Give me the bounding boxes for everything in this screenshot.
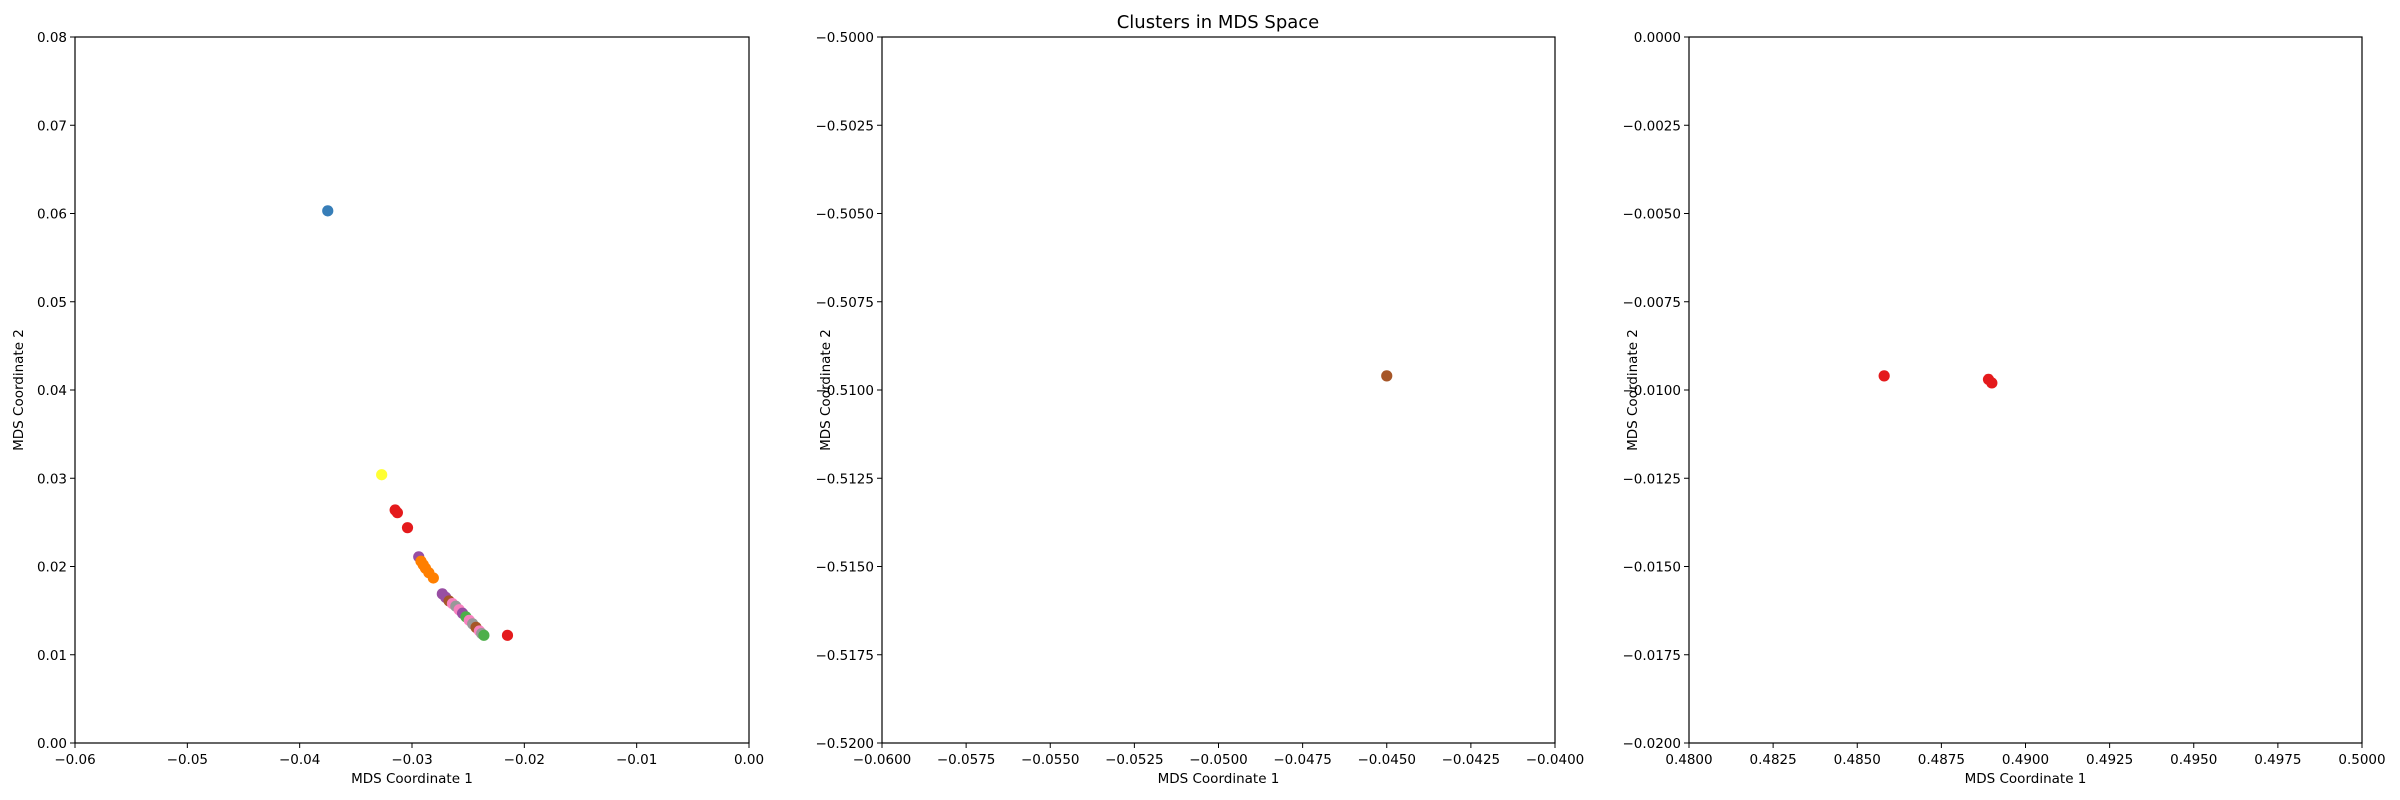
y-axis-label: MDS Coordinate 2 [818, 329, 834, 451]
x-tick-label: 0.4900 [2002, 752, 2049, 768]
x-tick-label: −0.0400 [1526, 752, 1585, 768]
y-tick-label: −0.0200 [1622, 736, 1681, 752]
x-tick-label: −0.02 [504, 752, 545, 768]
data-point [376, 469, 388, 481]
y-tick-label: −0.5200 [815, 736, 874, 752]
y-tick-label: 0.08 [37, 30, 67, 46]
x-tick-label: 0.4800 [1665, 752, 1712, 768]
x-tick-label: −0.06 [54, 752, 95, 768]
y-tick-label: −0.0025 [1622, 118, 1681, 134]
y-tick-label: −0.5075 [815, 295, 874, 311]
y-tick-label: 0.01 [37, 648, 67, 664]
y-tick-label: −0.5175 [815, 648, 874, 664]
x-tick-label: −0.0600 [853, 752, 912, 768]
data-point [1878, 370, 1890, 382]
x-tick-label: −0.05 [167, 752, 208, 768]
y-tick-label: −0.5150 [815, 560, 874, 576]
axes-frame [1688, 36, 2363, 744]
data-point [401, 522, 414, 534]
y-tick-label: 0.02 [37, 560, 67, 576]
y-tick-label: 0.03 [37, 471, 67, 487]
x-tick-label: −0.04 [279, 752, 320, 768]
subplots: −0.06 −0.05 −0.04 −0.03 −0.02 −0.01 0.00 0.00 0.… [11, 30, 2386, 787]
x-axis-label: MDS Coordinate 1 [1965, 771, 2087, 787]
x-tick-label: 0.4950 [2170, 752, 2217, 768]
y-tick-label: 0.06 [37, 207, 67, 223]
data-point [1986, 377, 1998, 389]
axes-frame [881, 36, 1556, 744]
x-tick-label: −0.0450 [1357, 752, 1416, 768]
x-tick-label: 0.4850 [1834, 752, 1881, 768]
x-tick-label: −0.0475 [1273, 752, 1332, 768]
y-tick-label: −0.5000 [815, 30, 874, 46]
y-tick-label: −0.0100 [1622, 383, 1681, 399]
x-tick-label: 0.4975 [2254, 752, 2301, 768]
data-point [427, 572, 439, 584]
y-tick-label: −0.0075 [1622, 295, 1681, 311]
y-tick-label: −0.5025 [815, 118, 874, 134]
x-tick-label: 0.4925 [2086, 752, 2133, 768]
subplot-1: −0.06 −0.05 −0.04 −0.03 −0.02 −0.01 0.00 0.00 0.… [11, 30, 764, 787]
y-tick-label: −0.0150 [1622, 560, 1681, 576]
y-tick-label: 0.0000 [1634, 30, 1681, 46]
y-tick-label: 0.04 [37, 383, 67, 399]
y-tick-label: 0.05 [37, 295, 67, 311]
data-point [501, 629, 514, 641]
data-point [391, 507, 403, 519]
x-tick-label: −0.0425 [1442, 752, 1501, 768]
subplot-3: 0.4800 0.4825 0.4850 0.4875 0.4900 0.4925 0.49… [1622, 30, 2385, 787]
y-tick-label: −0.5100 [815, 383, 874, 399]
y-tick-label: −0.0175 [1622, 648, 1681, 664]
data-point [1381, 370, 1393, 382]
axes-frame [74, 36, 750, 744]
data-point [478, 629, 490, 641]
subplot-2: −0.0600 −0.0575 −0.0550 −0.0525 −0.0500 −0.04… [815, 30, 1584, 787]
y-tick-label: −0.0125 [1622, 471, 1681, 487]
x-axis-label: MDS Coordinate 1 [351, 771, 473, 787]
x-tick-label: −0.01 [616, 752, 657, 768]
y-tick-label: 0.07 [37, 118, 67, 134]
x-tick-label: −0.0500 [1189, 752, 1248, 768]
y-tick-label: 0.00 [37, 736, 67, 752]
y-axis-label: MDS Coordinate 2 [1625, 329, 1641, 451]
x-axis-label: MDS Coordinate 1 [1158, 771, 1280, 787]
x-tick-label: −0.0525 [1105, 752, 1164, 768]
x-tick-label: 0.00 [734, 752, 764, 768]
y-tick-label: −0.0050 [1622, 207, 1681, 223]
x-tick-label: −0.0575 [937, 752, 996, 768]
figure-title: Clusters in MDS Space [1117, 12, 1320, 33]
x-tick-label: −0.0550 [1021, 752, 1080, 768]
x-tick-label: 0.4825 [1750, 752, 1797, 768]
x-tick-label: 0.5000 [2338, 752, 2385, 768]
x-tick-label: 0.4875 [1918, 752, 1965, 768]
y-tick-label: −0.5050 [815, 207, 874, 223]
y-tick-label: −0.5125 [815, 471, 874, 487]
x-tick-label: −0.03 [391, 752, 432, 768]
data-point [322, 205, 334, 217]
y-axis-label: MDS Coordinate 2 [11, 329, 27, 451]
